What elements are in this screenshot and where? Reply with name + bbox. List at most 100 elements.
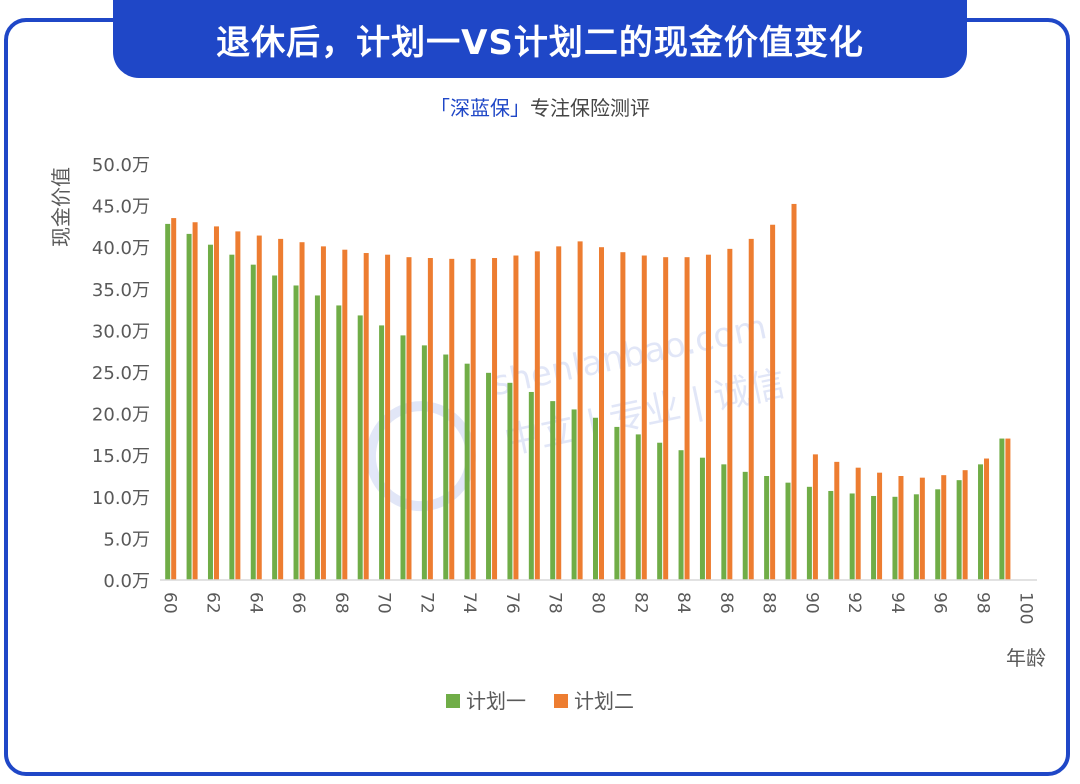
- bar-plan1: [806, 486, 812, 580]
- bar-plan2: [684, 257, 690, 580]
- bar-plan2: [192, 222, 198, 581]
- bar-plan1: [528, 391, 534, 580]
- bar-plan2: [855, 467, 861, 580]
- bar-plan1: [571, 409, 577, 580]
- bar-plan1: [978, 464, 984, 580]
- bar-plan1: [550, 401, 556, 580]
- x-tick-label: 62: [202, 592, 222, 614]
- bar-plan2: [898, 476, 904, 580]
- x-tick-label: 68: [331, 592, 351, 614]
- x-tick-label: 86: [716, 592, 736, 614]
- bar-plan2: [1005, 438, 1011, 580]
- x-tick-label: 96: [930, 592, 950, 614]
- bar-plan2: [278, 238, 284, 580]
- x-tick-label: 78: [545, 592, 565, 614]
- x-tick-label: 60: [160, 592, 180, 614]
- bar-plan1: [764, 476, 770, 580]
- bar-plan2: [812, 454, 818, 580]
- bar-plan1: [357, 315, 363, 580]
- bar-plan1: [721, 464, 727, 580]
- bar-plan2: [663, 257, 669, 580]
- bar-plan1: [614, 426, 620, 580]
- bar-plan2: [748, 238, 754, 580]
- bar-plan1: [593, 417, 598, 580]
- bar-plan1: [657, 442, 663, 580]
- x-tick-label: 76: [502, 592, 522, 614]
- bar-plan1: [379, 325, 385, 580]
- y-tick-label: 5.0万: [103, 529, 150, 550]
- y-axis-title: 现金价值: [49, 167, 73, 247]
- bar-plan1: [935, 489, 941, 580]
- x-tick-label: 90: [801, 592, 821, 614]
- y-tick-label: 40.0万: [92, 238, 150, 259]
- bar-plan2: [427, 258, 433, 580]
- bar-plan2: [556, 246, 562, 581]
- bar-plan1: [293, 285, 299, 580]
- bar-plan1: [486, 372, 492, 580]
- x-tick-label: 66: [288, 592, 308, 614]
- y-tick-label: 0.0万: [103, 571, 150, 592]
- bar-plan2: [941, 475, 947, 580]
- x-tick-label: 92: [844, 592, 864, 614]
- x-tick-label: 94: [887, 592, 907, 614]
- x-tick-label: 84: [673, 592, 693, 614]
- title-banner: 退休后，计划一VS计划二的现金价值变化: [113, 0, 967, 78]
- bar-plan1: [272, 275, 278, 580]
- bar-plan2: [513, 255, 519, 580]
- y-tick-label: 50.0万: [92, 155, 150, 176]
- bar-plan1: [207, 244, 213, 581]
- y-tick-label: 20.0万: [92, 405, 150, 426]
- legend-swatch-plan2: [554, 694, 568, 708]
- bar-plan1: [400, 335, 406, 580]
- x-tick-label: 64: [245, 592, 265, 614]
- legend-swatch-plan1: [446, 694, 460, 708]
- bar-plan1: [678, 450, 684, 580]
- bar-plan1: [464, 363, 470, 580]
- x-tick-label: 88: [759, 592, 779, 614]
- bar-plan1: [443, 354, 449, 580]
- bar-plan1: [999, 438, 1005, 580]
- subtitle-brand: 「深蓝保」: [430, 96, 530, 120]
- bar-plan1: [635, 434, 641, 580]
- legend-label-plan1: 计划一: [466, 689, 526, 713]
- bar-plan2: [984, 458, 990, 580]
- bar-plan2: [363, 253, 369, 581]
- bar-plan1: [507, 382, 513, 580]
- bar-plan2: [770, 224, 776, 580]
- bar-plan2: [449, 258, 455, 580]
- bar-plan2: [599, 247, 604, 580]
- bar-plan1: [828, 490, 834, 580]
- bar-plan1: [849, 493, 855, 580]
- x-tick-label: 82: [630, 592, 650, 614]
- bar-plan2: [962, 470, 968, 580]
- y-tick-label: 10.0万: [92, 488, 150, 509]
- bar-plan2: [385, 254, 391, 581]
- bar-plan1: [165, 223, 171, 581]
- bar-plan1: [785, 482, 791, 580]
- subtitle-text: 专注保险测评: [530, 96, 650, 120]
- bar-plan2: [577, 241, 583, 580]
- x-tick-label: 98: [973, 592, 993, 614]
- y-tick-label: 35.0万: [92, 280, 150, 301]
- bar-plan2: [299, 242, 305, 580]
- bar-plan1: [913, 494, 919, 580]
- bar-plan2: [171, 218, 177, 580]
- y-tick-label: 45.0万: [92, 197, 150, 218]
- bar-plan2: [834, 461, 840, 580]
- bar-plan2: [791, 203, 797, 580]
- bar-plan2: [492, 258, 498, 580]
- y-tick-label: 15.0万: [92, 446, 150, 467]
- bar-plan2: [213, 226, 219, 580]
- bar-plan1: [421, 345, 427, 580]
- bar-plan1: [699, 457, 705, 580]
- bar-plan1: [742, 471, 748, 580]
- x-tick-label: 80: [588, 592, 608, 614]
- bar-plan2: [620, 252, 626, 580]
- bar-plan1: [956, 480, 962, 580]
- bar-plan2: [727, 248, 733, 580]
- x-tick-label: 100: [1015, 592, 1035, 624]
- bar-plan2: [877, 472, 883, 580]
- legend-label-plan2: 计划二: [574, 689, 634, 713]
- x-tick-label: 70: [374, 592, 394, 614]
